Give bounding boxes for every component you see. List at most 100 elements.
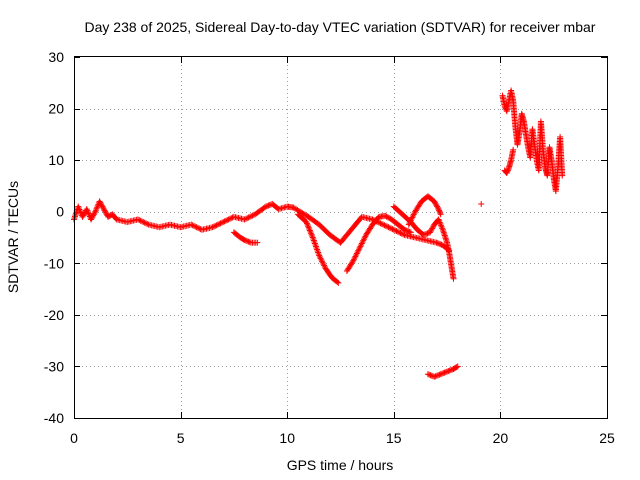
data-point: [77, 209, 84, 216]
data-point: [80, 212, 87, 219]
data-point: [386, 215, 393, 222]
data-point: [445, 368, 452, 375]
data-point: [478, 200, 485, 207]
data-point: [88, 215, 95, 222]
data-point: [100, 204, 107, 211]
data-point: [441, 369, 448, 376]
data-point: [138, 218, 145, 225]
data-point: [92, 208, 99, 215]
data-point: [213, 222, 220, 229]
data-point: [228, 215, 235, 222]
data-point: [453, 364, 460, 371]
data-point: [311, 239, 318, 246]
data-point: [304, 221, 311, 228]
data-point: [389, 226, 396, 233]
data-point: [510, 146, 517, 153]
data-point: [244, 238, 251, 245]
data-point: [308, 231, 315, 238]
data-point: [406, 220, 413, 227]
data-point: [358, 241, 365, 248]
data-point: [241, 237, 248, 244]
data-point: [334, 279, 341, 286]
data-point: [409, 214, 416, 221]
data-point: [382, 212, 389, 219]
data-point: [248, 213, 255, 220]
data-point: [94, 202, 101, 209]
data-point: [217, 220, 224, 227]
data-point: [359, 239, 366, 246]
x-tick-label: 10: [279, 430, 295, 446]
data-point: [75, 203, 82, 210]
y-tick-label: -10: [44, 255, 64, 271]
data-point: [84, 207, 91, 214]
data-point: [380, 221, 387, 228]
data-point: [142, 220, 149, 227]
data-point: [89, 213, 96, 220]
x-axis-title: GPS time / hours: [287, 457, 394, 473]
data-point: [437, 241, 444, 248]
data-point: [79, 213, 86, 220]
data-point: [209, 224, 216, 231]
data-point: [314, 246, 321, 253]
data-point: [429, 225, 436, 232]
data-point: [141, 219, 148, 226]
data-point: [313, 245, 320, 252]
data-point: [353, 250, 360, 257]
data-point: [382, 222, 389, 229]
data-point: [504, 167, 511, 174]
data-point: [432, 373, 439, 380]
data-point: [210, 223, 217, 230]
data-point: [388, 225, 395, 232]
data-point: [90, 211, 97, 218]
data-point: [436, 219, 443, 226]
data-point: [428, 372, 435, 379]
data-point: [434, 240, 441, 247]
data-point: [218, 219, 225, 226]
data-points: [71, 87, 566, 380]
data-point: [429, 224, 436, 231]
data-point: [262, 203, 269, 210]
data-point: [309, 233, 316, 240]
y-tick-label: -20: [44, 307, 64, 323]
data-point: [85, 209, 92, 216]
data-point: [394, 228, 401, 235]
data-point: [505, 166, 512, 173]
data-point: [316, 253, 323, 260]
data-point: [355, 247, 362, 254]
data-point: [378, 220, 385, 227]
data-point: [77, 207, 84, 214]
data-point: [440, 370, 447, 377]
data-point: [437, 211, 444, 218]
data-point: [353, 251, 360, 258]
data-point: [402, 227, 409, 234]
data-point: [397, 229, 404, 236]
data-point: [427, 372, 434, 379]
data-point: [432, 200, 439, 207]
data-point: [384, 223, 391, 230]
data-point: [80, 211, 87, 218]
data-point: [92, 207, 99, 214]
data-point: [134, 216, 141, 223]
y-tick-label: 0: [56, 204, 64, 220]
data-point: [245, 214, 252, 221]
data-point: [307, 228, 314, 235]
data-point: [88, 216, 95, 223]
data-point: [407, 218, 414, 225]
data-point: [93, 205, 100, 212]
data-point: [435, 240, 442, 247]
data-point: [433, 239, 440, 246]
data-point: [352, 253, 359, 260]
data-point: [265, 202, 272, 209]
data-point: [96, 198, 103, 205]
data-point: [196, 225, 203, 232]
data-point: [311, 240, 318, 247]
data-point: [319, 259, 326, 266]
data-point: [405, 228, 412, 235]
data-point: [83, 206, 90, 213]
data-point: [361, 234, 368, 241]
data-point: [431, 198, 438, 205]
data-point: [431, 373, 438, 380]
plot-frame: [74, 56, 608, 419]
data-point: [224, 217, 231, 224]
data-point: [384, 214, 391, 221]
